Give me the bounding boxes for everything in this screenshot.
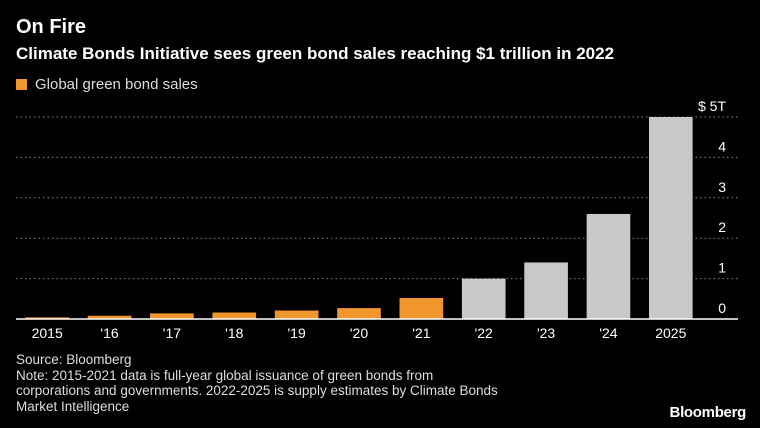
legend-swatch bbox=[16, 79, 27, 90]
bar bbox=[461, 278, 506, 319]
bar bbox=[274, 310, 319, 319]
legend-label: Global green bond sales bbox=[35, 76, 198, 93]
y-tick-label: $ 5T bbox=[698, 98, 726, 114]
bloomberg-logo: Bloomberg bbox=[669, 404, 747, 421]
y-tick-label: 0 bbox=[718, 300, 726, 316]
note-line: Note: 2015-2021 data is full-year global… bbox=[16, 367, 434, 383]
bar bbox=[150, 313, 194, 319]
x-tick-label: 2015 bbox=[32, 325, 63, 341]
bar bbox=[25, 317, 70, 319]
source-text: Source: Bloomberg bbox=[16, 352, 132, 367]
note-line: Market Intelligence bbox=[16, 398, 130, 414]
x-tick-label: '22 bbox=[475, 325, 493, 341]
bar bbox=[648, 117, 693, 319]
y-tick-label: 1 bbox=[718, 260, 726, 276]
chart-title: On Fire bbox=[16, 16, 87, 38]
x-tick-label: '19 bbox=[288, 325, 306, 341]
bar bbox=[87, 315, 132, 319]
bar bbox=[212, 312, 257, 319]
x-tick-label: '16 bbox=[100, 325, 118, 341]
x-tick-label: '23 bbox=[537, 325, 555, 341]
x-tick-label: '17 bbox=[163, 325, 181, 341]
note-line: corporations and governments. 2022-2025 … bbox=[16, 383, 498, 398]
x-tick-label: 2025 bbox=[655, 325, 686, 341]
x-tick-label: '20 bbox=[350, 325, 368, 341]
x-tick-label: '21 bbox=[412, 325, 430, 341]
bar bbox=[399, 297, 444, 319]
x-tick-label: '18 bbox=[225, 325, 243, 341]
bar bbox=[337, 308, 381, 319]
y-tick-label: 3 bbox=[718, 179, 726, 195]
chart-subtitle: Climate Bonds Initiative sees green bond… bbox=[16, 44, 615, 63]
y-tick-label: 4 bbox=[718, 138, 726, 154]
legend: Global green bond sales bbox=[16, 76, 198, 93]
bar bbox=[524, 262, 568, 319]
bar bbox=[586, 213, 631, 319]
x-tick-label: '24 bbox=[599, 325, 617, 341]
y-tick-label: 2 bbox=[718, 219, 726, 235]
footnote: Source: Bloomberg Note: 2015-2021 data i… bbox=[16, 352, 616, 414]
